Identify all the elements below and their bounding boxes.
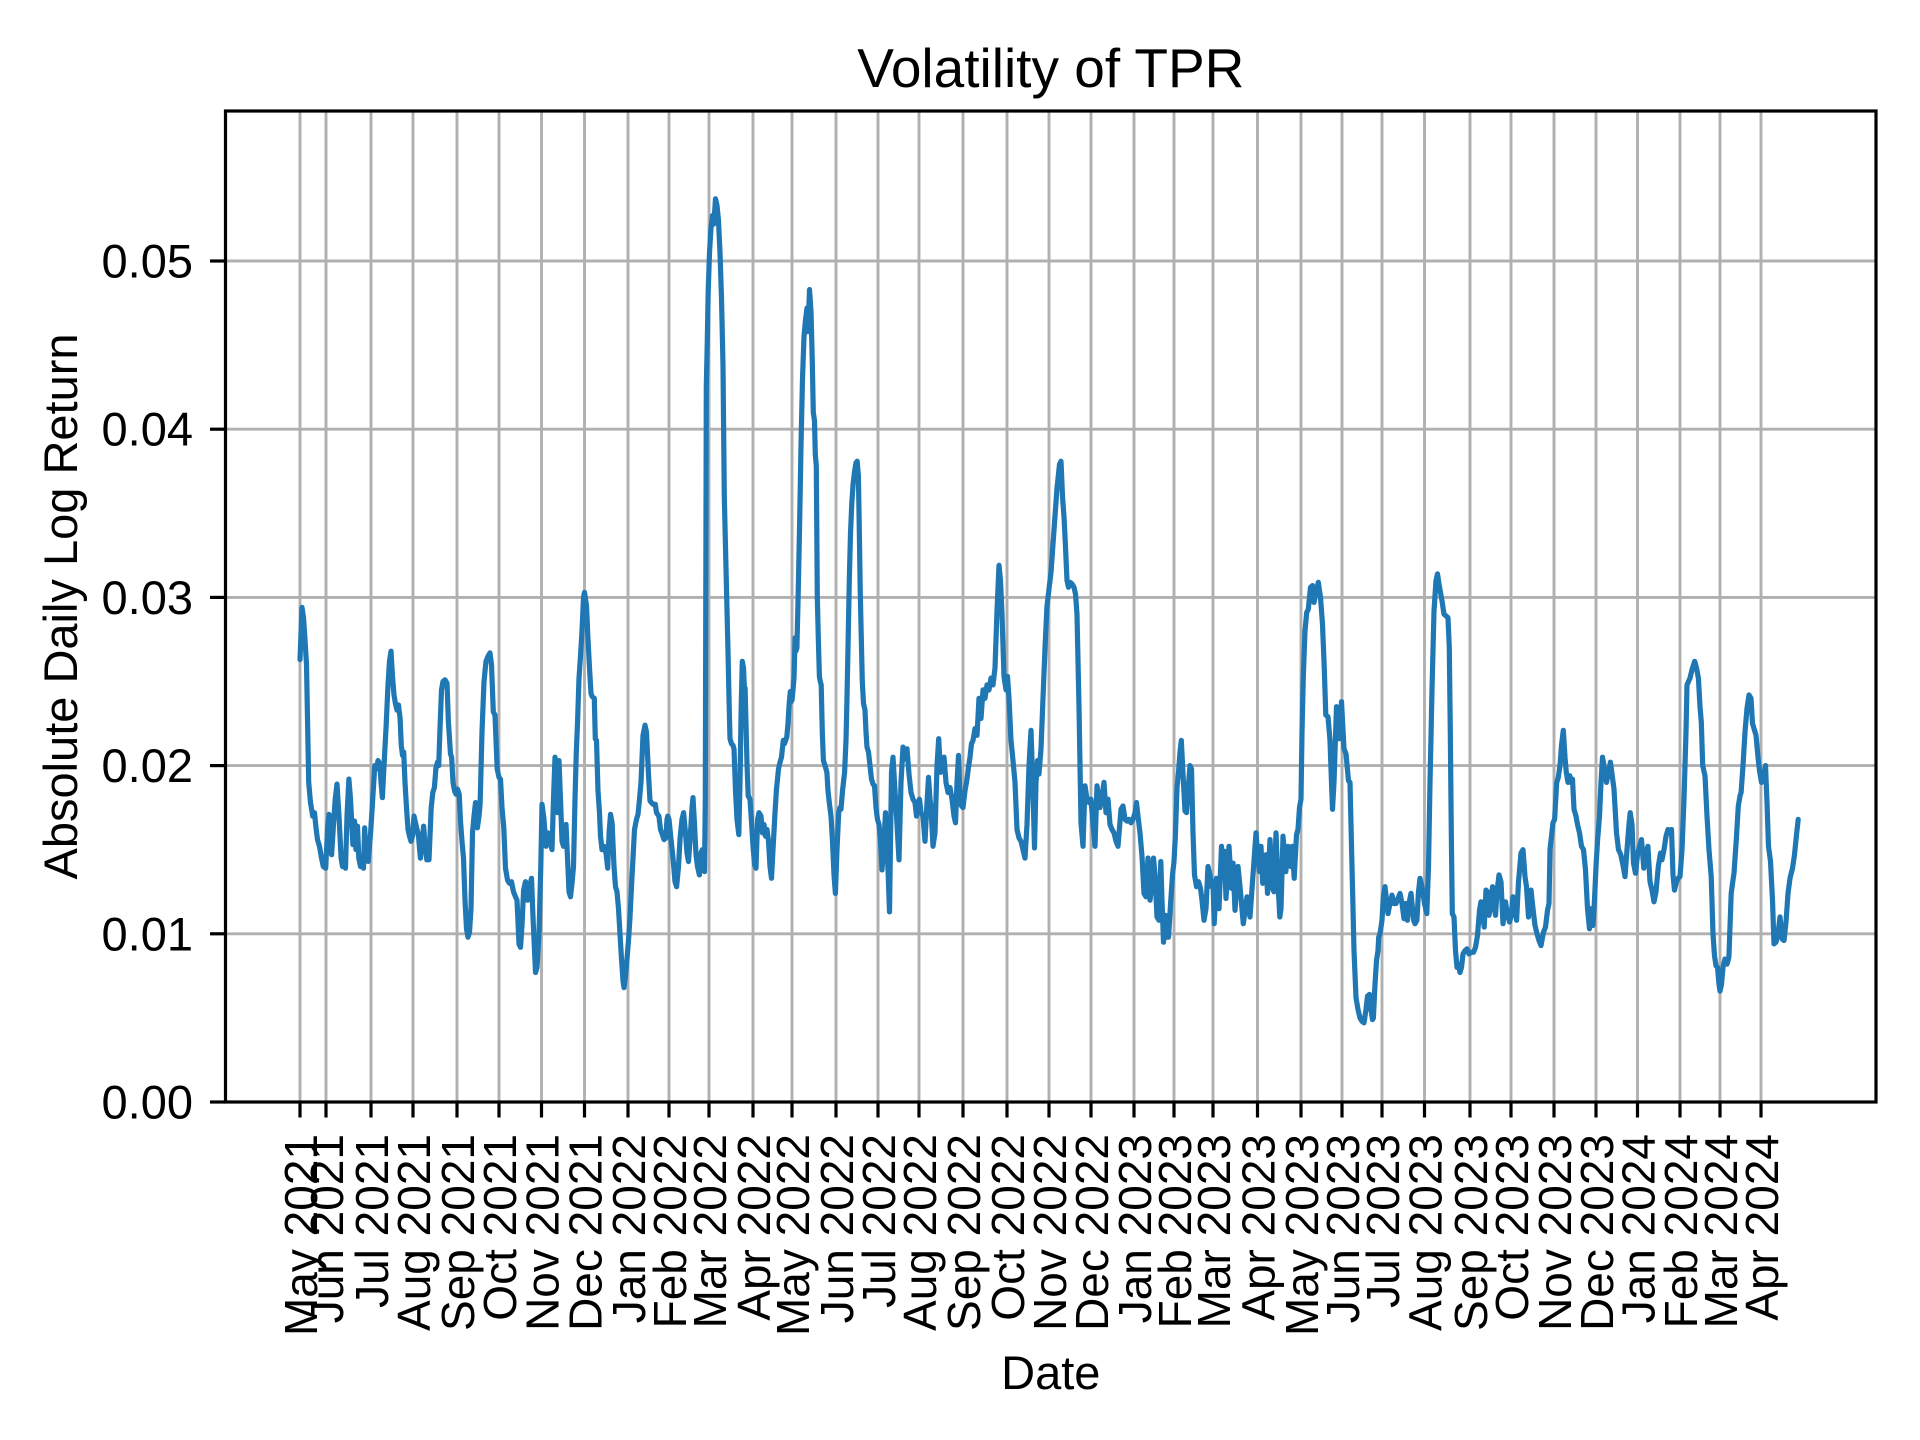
svg-text:Dec 2021: Dec 2021 [560, 1134, 612, 1331]
svg-text:Apr 2024: Apr 2024 [1736, 1134, 1788, 1321]
svg-text:Date: Date [1001, 1346, 1100, 1399]
svg-text:May 2023: May 2023 [1276, 1134, 1328, 1336]
svg-text:Volatility of TPR: Volatility of TPR [857, 37, 1244, 99]
svg-text:Oct 2023: Oct 2023 [1486, 1134, 1538, 1321]
svg-text:Jun 2023: Jun 2023 [1317, 1134, 1369, 1323]
svg-text:Jul 2022: Jul 2022 [853, 1134, 905, 1308]
svg-text:Oct 2022: Oct 2022 [982, 1134, 1034, 1321]
svg-text:Absolute Daily Log Return: Absolute Daily Log Return [34, 333, 87, 879]
svg-text:Dec 2023: Dec 2023 [1571, 1134, 1623, 1331]
svg-text:Jul 2023: Jul 2023 [1357, 1134, 1409, 1308]
svg-text:Jan 2022: Jan 2022 [603, 1134, 655, 1323]
svg-text:Mar 2024: Mar 2024 [1695, 1134, 1747, 1328]
svg-text:0.03: 0.03 [102, 571, 193, 624]
svg-text:Jan 2023: Jan 2023 [1109, 1134, 1161, 1323]
svg-text:Feb 2022: Feb 2022 [644, 1134, 696, 1328]
svg-text:Oct 2021: Oct 2021 [474, 1134, 526, 1321]
svg-text:0.05: 0.05 [102, 235, 193, 288]
svg-text:Nov 2022: Nov 2022 [1024, 1134, 1076, 1331]
svg-text:Nov 2023: Nov 2023 [1529, 1134, 1581, 1331]
svg-text:Nov 2021: Nov 2021 [517, 1134, 569, 1331]
svg-text:Dec 2022: Dec 2022 [1066, 1134, 1118, 1331]
svg-text:Sep 2022: Sep 2022 [938, 1134, 990, 1331]
svg-text:Jun 2021: Jun 2021 [301, 1134, 353, 1323]
svg-text:0.02: 0.02 [102, 739, 193, 792]
svg-text:Feb 2024: Feb 2024 [1655, 1134, 1707, 1328]
svg-text:Jul 2021: Jul 2021 [346, 1134, 398, 1308]
svg-text:Feb 2023: Feb 2023 [1149, 1134, 1201, 1328]
svg-text:Aug 2021: Aug 2021 [388, 1134, 440, 1331]
svg-text:May 2022: May 2022 [767, 1134, 819, 1336]
svg-text:Aug 2022: Aug 2022 [894, 1134, 946, 1331]
svg-text:0.04: 0.04 [102, 403, 193, 456]
svg-text:Aug 2023: Aug 2023 [1400, 1134, 1452, 1331]
svg-text:Sep 2021: Sep 2021 [432, 1134, 484, 1331]
svg-text:0.01: 0.01 [102, 907, 193, 960]
svg-text:Jun 2022: Jun 2022 [811, 1134, 863, 1323]
svg-text:Sep 2023: Sep 2023 [1445, 1134, 1497, 1331]
svg-text:Mar 2023: Mar 2023 [1188, 1134, 1240, 1328]
svg-text:Jan 2024: Jan 2024 [1613, 1134, 1665, 1323]
svg-text:Mar 2022: Mar 2022 [684, 1134, 736, 1328]
svg-text:May 2021: May 2021 [275, 1134, 327, 1336]
svg-text:Apr 2022: Apr 2022 [728, 1134, 780, 1321]
svg-text:0.00: 0.00 [102, 1076, 193, 1129]
svg-text:Apr 2023: Apr 2023 [1233, 1134, 1285, 1321]
